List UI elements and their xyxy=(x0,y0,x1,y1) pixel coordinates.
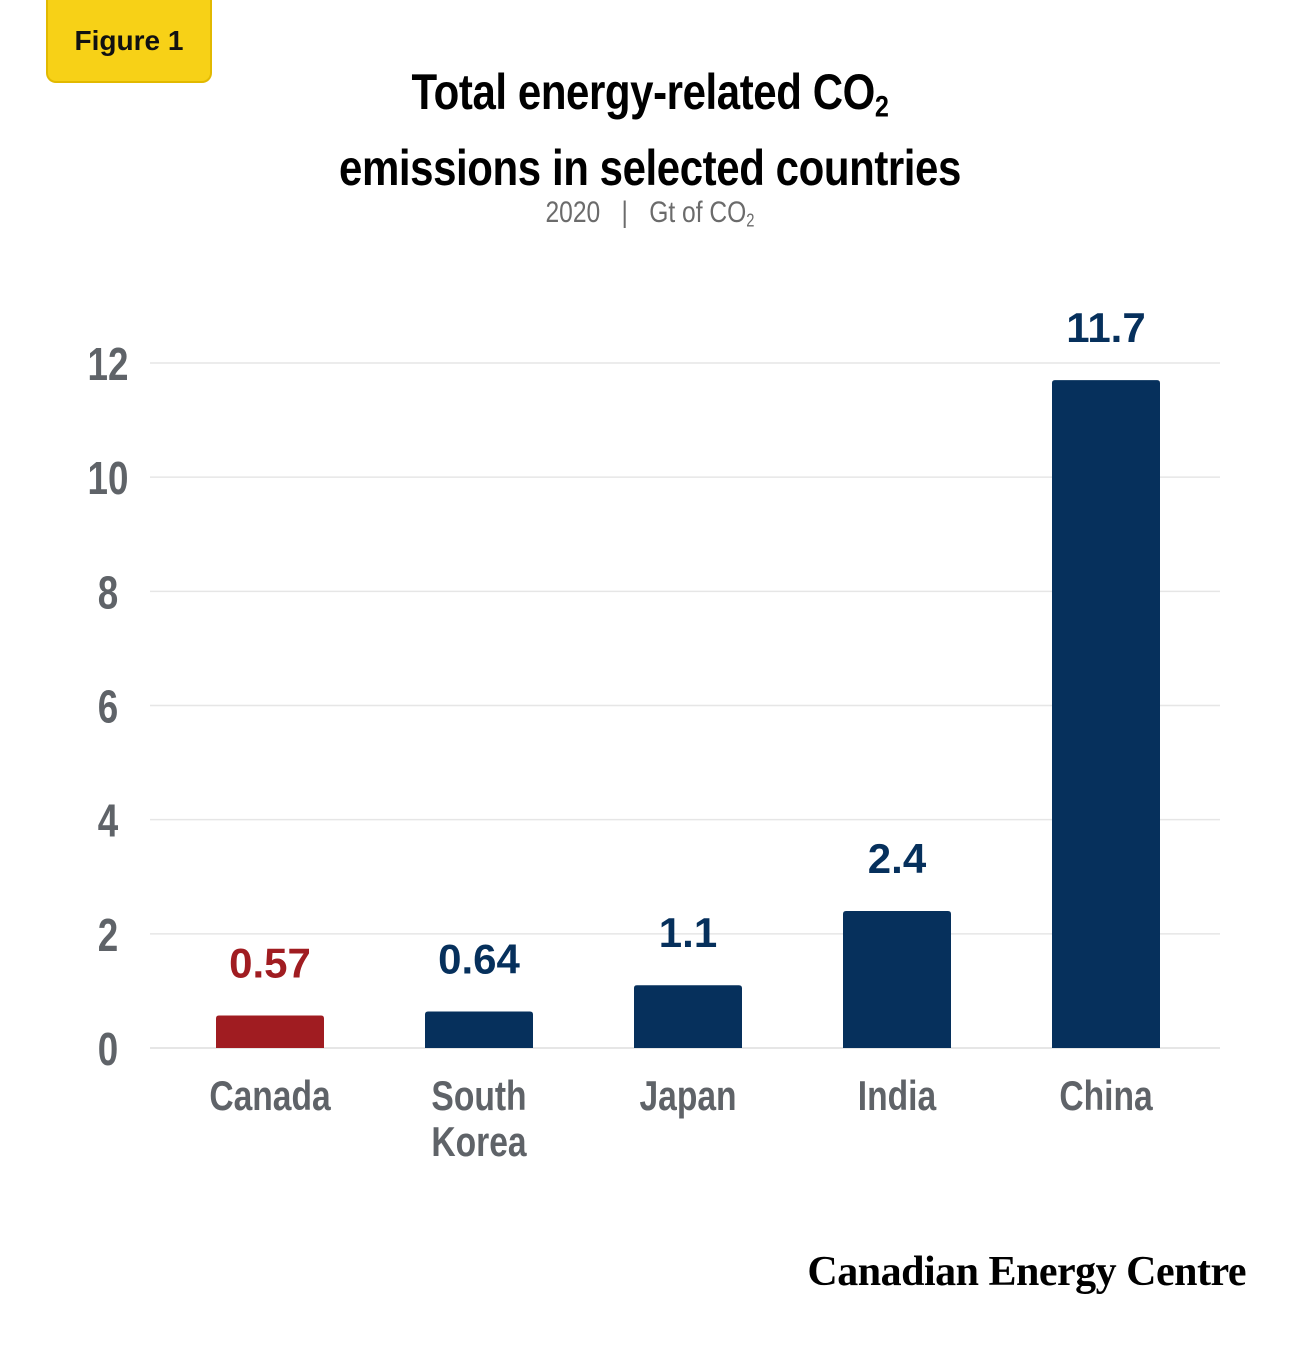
data-label: 11.7 xyxy=(1066,304,1145,351)
y-tick-label: 12 xyxy=(88,338,129,390)
y-tick-label: 10 xyxy=(88,452,129,504)
figure-badge: Figure 1 xyxy=(46,0,212,83)
x-tick-label: Canada xyxy=(209,1074,331,1120)
bar xyxy=(425,1011,533,1048)
subtitle-year: 2020 xyxy=(545,196,601,229)
chart-title: Total energy-related CO2 emissions in se… xyxy=(104,62,1196,198)
figure-label: Figure 1 xyxy=(74,24,184,56)
subtitle-unit-subscript: 2 xyxy=(746,210,755,231)
x-tick-label: Japan xyxy=(639,1074,736,1120)
data-label: 1.1 xyxy=(659,909,717,956)
x-tick-label: Korea xyxy=(431,1120,527,1166)
data-label: 2.4 xyxy=(868,835,927,882)
chart-title-text: Total energy-related CO xyxy=(411,64,876,120)
data-label: 0.57 xyxy=(229,939,311,986)
x-tick-label: India xyxy=(858,1074,937,1120)
x-tick-label: China xyxy=(1059,1074,1153,1120)
y-tick-label: 6 xyxy=(98,681,118,733)
bar xyxy=(216,1015,324,1048)
x-tick-label: South xyxy=(431,1074,526,1120)
brand-logo: Canadian Energy Centre xyxy=(807,1249,1246,1295)
chart-subtitle: 2020 | Gt of CO2 xyxy=(117,196,1183,232)
chart-title-line-1: Total energy-related CO2 xyxy=(104,62,1196,138)
subtitle-unit: Gt of CO xyxy=(649,196,747,229)
y-tick-label: 2 xyxy=(98,909,118,961)
bar xyxy=(634,985,742,1048)
y-tick-label: 4 xyxy=(98,795,118,847)
bar xyxy=(1052,380,1160,1048)
chart-title-line-2: emissions in selected countries xyxy=(339,139,961,196)
bar xyxy=(843,911,951,1048)
y-tick-label: 8 xyxy=(98,566,118,618)
chart-title-subscript: 2 xyxy=(874,90,889,124)
data-label: 0.64 xyxy=(438,935,520,982)
y-tick-label: 0 xyxy=(98,1023,118,1075)
subtitle-separator: | xyxy=(621,196,628,229)
